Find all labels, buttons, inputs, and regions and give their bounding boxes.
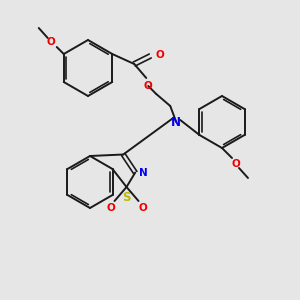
Text: O: O [144,81,153,91]
Text: O: O [46,37,55,47]
Text: S: S [122,191,131,204]
Text: N: N [139,167,148,178]
Text: O: O [232,159,240,169]
Text: O: O [106,203,115,213]
Text: N: N [171,116,181,128]
Text: O: O [138,203,147,213]
Text: O: O [155,50,164,60]
